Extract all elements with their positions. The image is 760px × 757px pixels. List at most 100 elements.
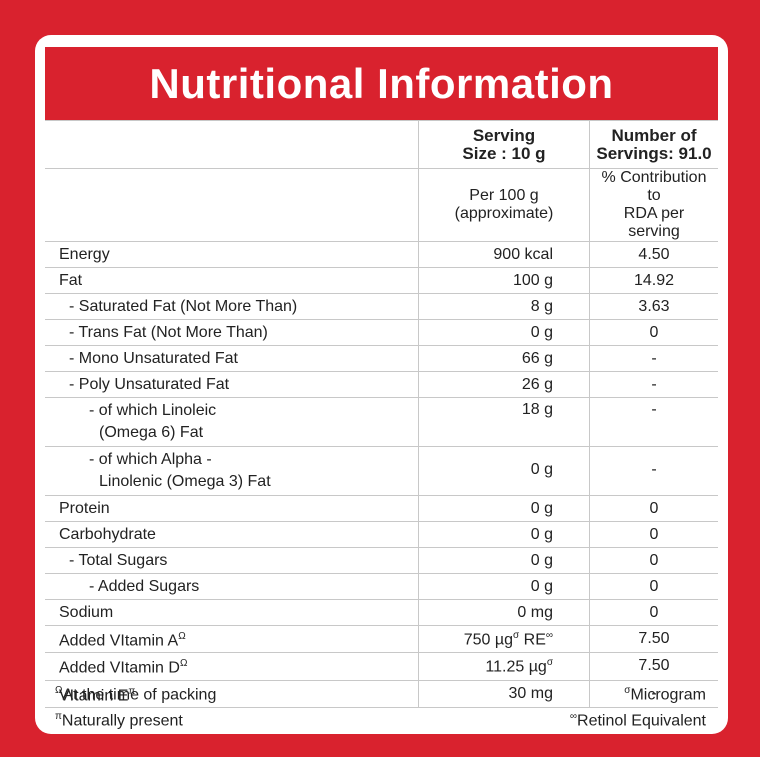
table-row: Energy 900 kcal 4.50 bbox=[45, 241, 718, 268]
header-cell: % Contribution to RDA per serving bbox=[589, 168, 718, 242]
table-cell: - bbox=[589, 446, 718, 496]
table-row: Added VItamin AΩ 750 µgσ RE∞ 7.50 bbox=[45, 624, 718, 654]
cell-text: Added VItamin A bbox=[59, 632, 179, 650]
superscript: Ω bbox=[178, 631, 186, 642]
cell-text: Naturally present bbox=[61, 712, 183, 730]
footnote: σMicrogram bbox=[624, 678, 706, 708]
table-cell: 26 g bbox=[418, 371, 590, 398]
header-cell bbox=[45, 120, 419, 169]
table-cell: 0 bbox=[589, 547, 718, 574]
table-cell: 0 g bbox=[418, 547, 590, 574]
table-cell: 0 g bbox=[418, 495, 590, 522]
table-cell: Protein bbox=[45, 495, 419, 522]
table-cell: Added VItamin AΩ bbox=[45, 624, 419, 654]
table-cell: - of which Alpha - Linolenic (Omega 3) F… bbox=[45, 446, 419, 496]
table-cell: 0 bbox=[589, 573, 718, 600]
table-row: Added VItamin DΩ 11.25 µgσ 7.50 bbox=[45, 652, 718, 681]
table-cell: 4.50 bbox=[589, 241, 718, 268]
footnotes: ΩAt the time of packing πNaturally presen… bbox=[45, 676, 718, 732]
footnote: πNaturally present bbox=[55, 704, 183, 734]
header-row: Per 100 g (approximate)% Contribution to… bbox=[45, 168, 718, 242]
footnote: ∞Retinol Equivalent bbox=[570, 704, 706, 734]
table-cell: Carbohydrate bbox=[45, 521, 419, 548]
table-cell: VItamin Eπ bbox=[45, 679, 419, 708]
cell-text: 11.25 µg bbox=[485, 658, 547, 676]
superscript: σ bbox=[546, 656, 553, 668]
table-row: Sodium 0 mg 0 bbox=[45, 599, 718, 626]
table-cell: - of which Linoleic (Omega 6) Fat bbox=[45, 397, 419, 447]
table-cell: 0 bbox=[589, 521, 718, 548]
table-row: - of which Alpha - Linolenic (Omega 3) F… bbox=[45, 446, 718, 496]
table-cell: - bbox=[589, 397, 718, 447]
table-cell: 100 g bbox=[418, 267, 590, 294]
footnote: ΩAt the time of packing bbox=[55, 678, 216, 708]
superscript: σ bbox=[513, 629, 520, 641]
table-cell: 0 mg bbox=[418, 599, 590, 626]
table-cell: Fat bbox=[45, 267, 419, 294]
table-cell: 14.92 bbox=[589, 267, 718, 294]
table-row: Fat 100 g 14.92 bbox=[45, 267, 718, 294]
nutrition-table: Serving Size : 10 g Number of Servings: 9… bbox=[45, 120, 718, 708]
header: Nutritional Information bbox=[45, 47, 718, 120]
table-cell: - Saturated Fat (Not More Than) bbox=[45, 293, 419, 320]
table-cell: - Trans Fat (Not More Than) bbox=[45, 319, 419, 346]
table-cell: 18 g bbox=[418, 397, 590, 447]
cell-text: Added VItamin D bbox=[59, 659, 180, 677]
title: Nutritional Information bbox=[149, 59, 614, 107]
table-cell: 7.50 bbox=[589, 652, 718, 681]
table-cell: 0 g bbox=[418, 319, 590, 346]
table-row: - Poly Unsaturated Fat 26 g- bbox=[45, 371, 718, 398]
table-cell: 0 g bbox=[418, 521, 590, 548]
table-cell: 7.50 bbox=[589, 624, 718, 654]
cell-text: 750 µg bbox=[463, 630, 514, 648]
superscript: ∞ bbox=[569, 711, 578, 722]
cell-text: Retinol Equivalent bbox=[577, 712, 706, 730]
superscript: Ω bbox=[179, 658, 188, 670]
cell-text: VItamin E bbox=[59, 686, 129, 704]
table-cell: 900 kcal bbox=[418, 241, 590, 268]
header-cell: Number of Servings: 91.0 bbox=[589, 120, 718, 169]
cell-text: Microgram bbox=[630, 686, 706, 704]
table-cell: 0 bbox=[589, 319, 718, 346]
superscript: π bbox=[128, 685, 136, 697]
superscript: Ω bbox=[55, 685, 63, 696]
cell-text: At the time of packing bbox=[62, 686, 217, 704]
table-cell: - bbox=[589, 371, 718, 398]
table-cell: Energy bbox=[45, 241, 419, 268]
label-card: Nutritional Information Serving Size : 1… bbox=[35, 35, 728, 734]
header-row: Serving Size : 10 g Number of Servings: 9… bbox=[45, 120, 718, 169]
table-cell: 0 bbox=[589, 495, 718, 522]
table-cell: 30 mg bbox=[418, 679, 590, 708]
table-cell: - Total Sugars bbox=[45, 547, 419, 574]
table-cell: - Mono Unsaturated Fat bbox=[45, 345, 419, 372]
header-cell: Serving Size : 10 g bbox=[418, 120, 590, 169]
table-row: - Mono Unsaturated Fat 66 g- bbox=[45, 345, 718, 372]
table-cell: - Added Sugars bbox=[45, 573, 419, 600]
superscript: σ bbox=[624, 685, 631, 696]
table-row: VItamin Eπ 30 mg - bbox=[45, 679, 718, 708]
table-cell: 0 bbox=[589, 599, 718, 626]
superscript: ∞ bbox=[545, 629, 553, 641]
table-row: - Saturated Fat (Not More Than) 8 g 3.63 bbox=[45, 293, 718, 320]
header-cell: Per 100 g (approximate) bbox=[418, 168, 590, 242]
table-cell: 750 µgσ RE∞ bbox=[418, 624, 590, 654]
table-cell: - bbox=[589, 679, 718, 708]
table-cell: - Poly Unsaturated Fat bbox=[45, 371, 419, 398]
table-cell: 3.63 bbox=[589, 293, 718, 320]
table-cell: 8 g bbox=[418, 293, 590, 320]
table-cell: - bbox=[589, 345, 718, 372]
superscript: π bbox=[55, 711, 62, 722]
table-cell: 0 g bbox=[418, 446, 590, 496]
table-cell: 11.25 µgσ bbox=[418, 652, 590, 681]
table-cell: 66 g bbox=[418, 345, 590, 372]
header-cell bbox=[45, 168, 419, 242]
table-cell: Sodium bbox=[45, 599, 419, 626]
table-cell: 0 g bbox=[418, 573, 590, 600]
